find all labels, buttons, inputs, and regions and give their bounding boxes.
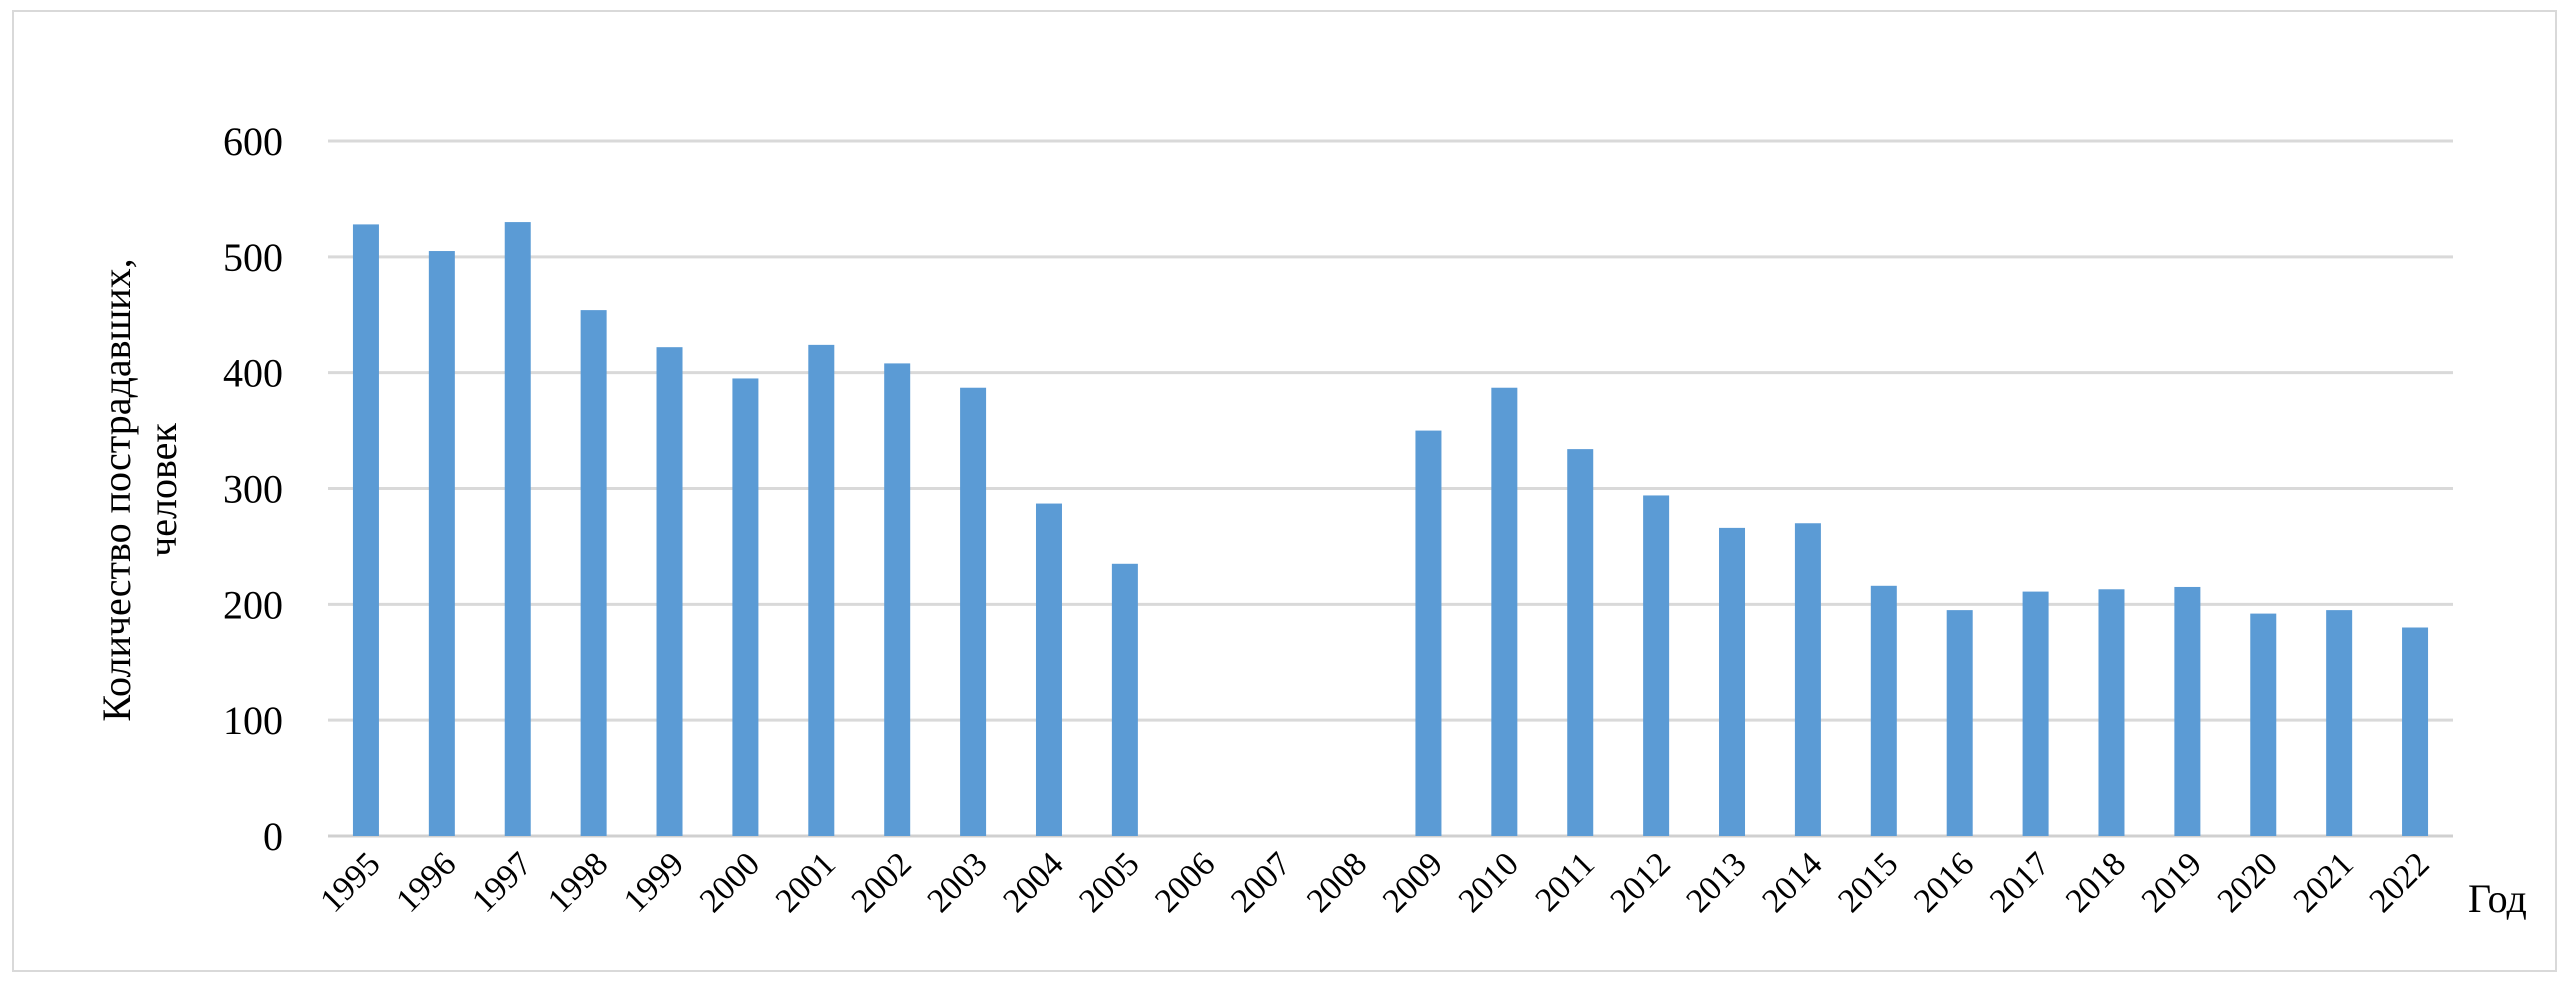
bar-2012 — [1643, 495, 1670, 836]
bar-1999 — [656, 347, 683, 836]
bar-2018 — [2098, 589, 2125, 836]
bar-2005 — [1111, 563, 1138, 836]
x-tick-label: 2012 — [1604, 845, 1678, 919]
y-tick-label: 300 — [223, 467, 283, 512]
bar-2021 — [2326, 610, 2353, 836]
x-tick-label: 2004 — [996, 845, 1070, 919]
x-tick-label: 2019 — [2135, 845, 2209, 919]
x-tick-label: 2021 — [2287, 845, 2361, 919]
y-axis-label: Количество пострадавших,человек — [94, 258, 185, 721]
x-tick-label: 2006 — [1148, 845, 1222, 919]
bar-2010 — [1491, 387, 1518, 836]
bar-2017 — [2022, 591, 2049, 836]
x-tick-label: 1995 — [313, 845, 387, 919]
bar-2014 — [1794, 523, 1821, 836]
x-tick-label: 2005 — [1072, 845, 1146, 919]
x-tick-label: 1997 — [465, 845, 539, 919]
y-tick-label: 0 — [263, 814, 283, 859]
x-tick-label: 2008 — [1300, 845, 1374, 919]
bar-1997 — [504, 222, 531, 837]
bar-2003 — [960, 387, 987, 836]
bar-2000 — [732, 378, 759, 836]
bar-1996 — [428, 251, 455, 836]
bar-2011 — [1567, 449, 1594, 836]
bar-2015 — [1870, 585, 1897, 836]
chart-frame — [12, 10, 2557, 972]
x-tick-label: 1996 — [389, 845, 463, 919]
x-tick-label: 2011 — [1529, 845, 1602, 918]
x-tick-label: 2000 — [693, 845, 767, 919]
x-tick-label: 2007 — [1224, 845, 1298, 919]
x-tick-label: 2015 — [1831, 845, 1905, 919]
x-tick-label: 2013 — [1679, 845, 1753, 919]
y-tick-label: 400 — [223, 351, 283, 396]
bar-2009 — [1415, 430, 1442, 836]
bar-2016 — [1946, 610, 1973, 836]
x-tick-label: 2018 — [2059, 845, 2133, 919]
y-tick-label: 100 — [223, 698, 283, 743]
bar-1995 — [352, 224, 379, 836]
bar-2001 — [808, 344, 835, 836]
x-tick-label: 2017 — [1983, 845, 2057, 919]
y-tick-label: 500 — [223, 235, 283, 280]
bar-2002 — [884, 363, 911, 836]
bar-2004 — [1035, 503, 1062, 836]
x-tick-label: 2010 — [1452, 845, 1526, 919]
x-tick-label: 2022 — [2362, 845, 2436, 919]
bar-2013 — [1719, 527, 1746, 836]
x-tick-label: 2016 — [1907, 845, 1981, 919]
x-tick-label: 2020 — [2211, 845, 2285, 919]
bar-1998 — [580, 310, 607, 836]
x-tick-label: 1998 — [541, 845, 615, 919]
y-axis-label-line: Количество пострадавших, — [94, 258, 139, 721]
bar-2022 — [2402, 627, 2429, 836]
y-axis-label-line: человек — [140, 423, 185, 557]
x-tick-label: 2003 — [920, 845, 994, 919]
x-tick-label: 2014 — [1755, 845, 1829, 919]
y-tick-label: 200 — [223, 582, 283, 627]
x-tick-label: 2002 — [845, 845, 919, 919]
x-tick-label: 2009 — [1376, 845, 1450, 919]
bar-2019 — [2174, 586, 2201, 836]
x-tick-label: 1999 — [617, 845, 691, 919]
x-axis-label: Год — [2468, 876, 2527, 921]
y-tick-label: 600 — [223, 119, 283, 164]
bar-2020 — [2250, 613, 2277, 836]
x-tick-label: 2001 — [769, 845, 843, 919]
